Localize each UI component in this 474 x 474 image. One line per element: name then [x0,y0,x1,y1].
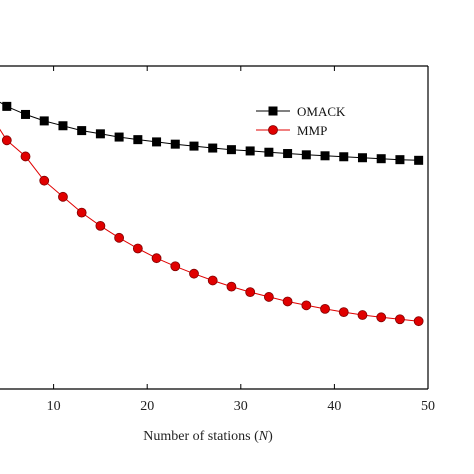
data-point-omack [114,132,124,142]
data-point-omack [395,155,405,165]
data-point-mmp [357,310,368,320]
x-axis-title-prefix: Number of stations ( [143,429,259,444]
x-tick-label: 30 [234,399,248,414]
data-point-mmp [1,135,12,146]
data-point-omack [376,154,386,164]
data-point-omack [320,151,330,161]
x-axis-title-variable: N [258,429,269,444]
data-point-mmp [338,307,349,318]
data-point-mmp [207,275,218,286]
data-point-mmp [263,292,274,302]
data-point-mmp [376,312,387,323]
data-point-omack [189,141,199,151]
data-point-omack [301,150,311,160]
x-tick-label: 10 [47,399,61,414]
data-point-omack [245,146,255,156]
x-axis-title-suffix: ) [268,429,273,444]
data-point-mmp [58,191,68,202]
data-point-mmp [170,261,181,272]
legend-marker-mmp [268,125,278,135]
data-point-omack [39,116,49,126]
x-tick-label: 20 [140,399,154,414]
data-point-omack [77,126,87,136]
data-point-omack [170,139,180,149]
data-point-omack [152,137,162,147]
series-layer [0,101,424,327]
legend: OMACK MMP [250,98,360,138]
x-tick-label: 40 [327,399,341,414]
data-point-omack [357,153,367,163]
data-point-mmp [395,314,405,325]
legend-label-omack: OMACK [297,104,346,119]
data-point-omack [58,121,68,131]
data-point-omack [21,109,31,119]
legend-marker-omack [268,106,278,116]
data-point-mmp [245,287,256,298]
data-point-mmp [320,303,330,314]
x-tick-label: 50 [421,399,435,414]
data-point-omack [2,101,12,111]
data-point-omack [414,155,424,165]
data-point-omack [95,129,105,139]
plot-area: 10 20 30 40 50 [0,65,435,414]
data-point-mmp [301,300,312,311]
data-point-omack [208,143,218,153]
data-point-mmp [413,316,424,327]
data-point-omack [264,147,274,157]
data-point-mmp [76,207,87,218]
data-point-omack [339,152,349,162]
data-point-omack [133,135,143,145]
data-point-mmp [132,243,143,254]
data-point-omack [283,149,293,159]
data-point-mmp [39,175,50,186]
data-point-mmp [114,232,125,243]
legend-label-mmp: MMP [297,123,327,138]
data-point-mmp [95,220,106,231]
data-point-mmp [20,151,31,162]
x-axis-title: Number of stations (N) [143,429,273,444]
data-point-omack [226,145,236,155]
data-point-mmp [282,296,293,307]
data-point-mmp [151,253,162,264]
data-point-mmp [189,268,199,279]
data-point-mmp [226,281,237,292]
